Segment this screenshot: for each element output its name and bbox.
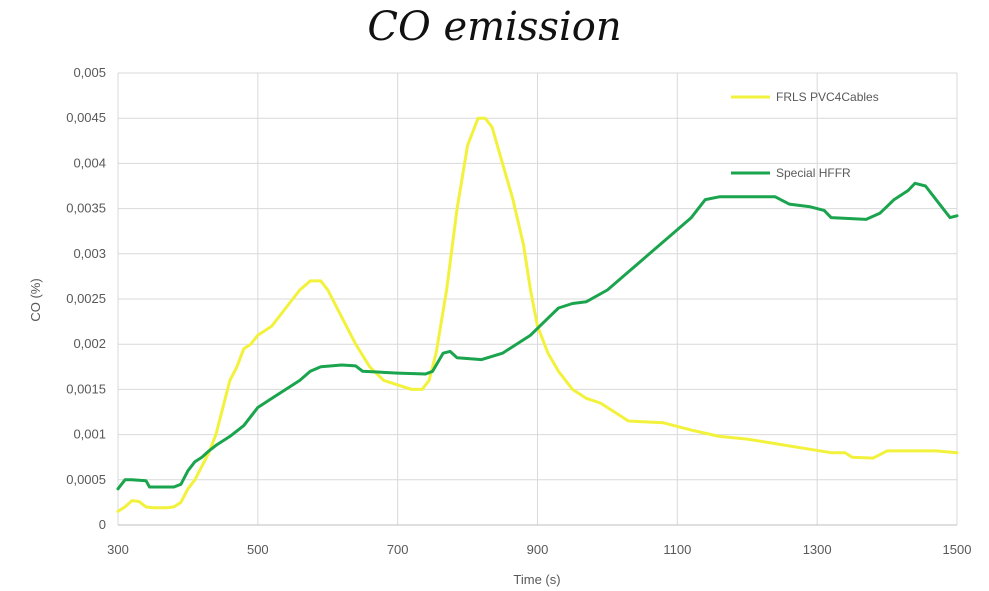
x-tick-label: 300 — [107, 542, 129, 557]
series-line-1 — [116, 116, 959, 513]
x-tick-label: 700 — [387, 542, 409, 557]
y-tick-label: 0,0035 — [66, 201, 106, 216]
y-tick-label: 0,004 — [73, 155, 106, 170]
series-group — [116, 116, 959, 513]
x-tick-label: 1500 — [943, 542, 972, 557]
y-tick-label: 0,0015 — [66, 381, 106, 396]
y-tick-label: 0,0025 — [66, 291, 106, 306]
x-tick-label: 900 — [527, 542, 549, 557]
x-tick-label: 500 — [247, 542, 269, 557]
legend: FRLS PVC4Cables Special HFFR — [731, 90, 879, 180]
series-line-2 — [116, 181, 959, 491]
y-tick-label: 0,005 — [73, 65, 106, 80]
y-tick-label: 0,003 — [73, 246, 106, 261]
y-tick-label: 0,0005 — [66, 472, 106, 487]
y-tick-label: 0,001 — [73, 427, 106, 442]
x-tick-label: 1100 — [663, 542, 691, 557]
grid — [117, 72, 958, 526]
x-tick-label: 1300 — [803, 542, 832, 557]
tick-labels: 0 0,0005 0,001 0,0015 0,002 0,0025 0,003 0,0035… — [66, 65, 971, 557]
y-tick-label: 0,002 — [73, 336, 106, 351]
chart-title: CO emission — [367, 4, 622, 50]
y-axis-label: CO (%) — [28, 278, 43, 321]
legend-label-1: FRLS PVC4Cables — [776, 90, 879, 104]
x-axis-label: Time (s) — [513, 572, 560, 587]
legend-label-2: Special HFFR — [776, 166, 851, 180]
y-tick-label: 0 — [99, 517, 106, 532]
y-tick-label: 0,0045 — [66, 110, 106, 125]
